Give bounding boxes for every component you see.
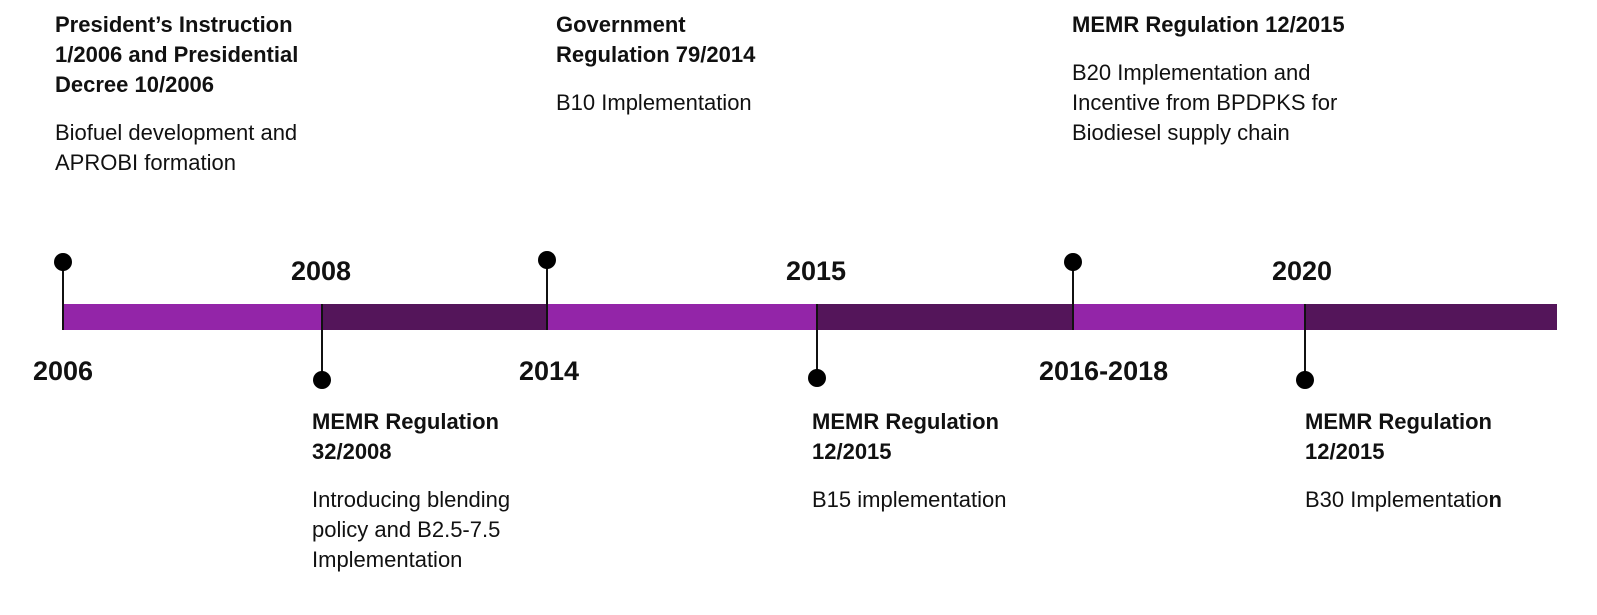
year-label-2014: 2014 xyxy=(519,356,580,386)
milestone-title: President’s Instruction 1/2006 and Presi… xyxy=(55,12,299,97)
milestone-title: MEMR Regulation 12/2015 xyxy=(1305,409,1492,464)
milestone-dot-2008 xyxy=(313,371,331,389)
milestone-desc: B10 Implementation xyxy=(556,90,752,115)
milestone-desc-tail: n xyxy=(1488,487,1502,512)
milestone-dot-2016-2018 xyxy=(1064,253,1082,271)
milestone-note-2020: MEMR Regulation 12/2015 B30 Implementati… xyxy=(1305,407,1555,515)
milestone-desc-text: B30 Implementatio xyxy=(1305,487,1489,512)
milestone-stem-2016-2018 xyxy=(1072,262,1074,330)
milestone-desc: Introducing blending policy and B2.5-7.5… xyxy=(312,487,511,572)
milestone-title: MEMR Regulation 12/2015 xyxy=(1072,12,1345,37)
milestone-note-2016-2018: MEMR Regulation 12/2015 B20 Implementati… xyxy=(1072,10,1402,148)
timeline-segment-2014 xyxy=(546,304,816,330)
milestone-note-2006: President’s Instruction 1/2006 and Presi… xyxy=(55,10,355,178)
year-label-2006: 2006 xyxy=(33,356,94,386)
year-label-2016-2018: 2016-2018 xyxy=(1039,356,1169,386)
year-label-2020: 2020 xyxy=(1272,256,1333,286)
milestone-title: MEMR Regulation 32/2008 xyxy=(312,409,499,464)
milestone-title: MEMR Regulation 12/2015 xyxy=(812,409,999,464)
milestone-desc: B20 Implementation and Incentive from BP… xyxy=(1072,60,1338,145)
timeline-segment-2020 xyxy=(1304,304,1557,330)
year-label-2015: 2015 xyxy=(786,256,847,286)
milestone-stem-2014 xyxy=(546,261,548,330)
milestone-dot-2015 xyxy=(808,369,826,387)
milestone-stem-2015 xyxy=(816,304,818,377)
milestone-stem-2020 xyxy=(1304,304,1306,379)
timeline-segment-2015 xyxy=(816,304,1072,330)
milestone-stem-2006 xyxy=(62,262,64,330)
timeline-segment-2008 xyxy=(322,304,546,330)
milestone-title: Government Regulation 79/2014 xyxy=(556,12,756,67)
milestone-stem-2008 xyxy=(321,304,323,379)
timeline-segment-2016-2018 xyxy=(1072,304,1304,330)
milestone-dot-2006 xyxy=(54,253,72,271)
milestone-dot-2014 xyxy=(538,251,556,269)
milestone-note-2015: MEMR Regulation 12/2015 B15 implementati… xyxy=(812,407,1052,515)
milestone-desc: B30 Implementation xyxy=(1305,485,1555,515)
timeline-segment-2006 xyxy=(62,304,322,330)
milestone-note-2008: MEMR Regulation 32/2008 Introducing blen… xyxy=(312,407,552,575)
milestone-desc: B15 implementation xyxy=(812,487,1007,512)
milestone-dot-2020 xyxy=(1296,371,1314,389)
milestone-note-2014: Government Regulation 79/2014 B10 Implem… xyxy=(556,10,796,118)
milestone-desc: Biofuel development and APROBI formation xyxy=(55,120,298,175)
year-label-2008: 2008 xyxy=(291,256,352,286)
